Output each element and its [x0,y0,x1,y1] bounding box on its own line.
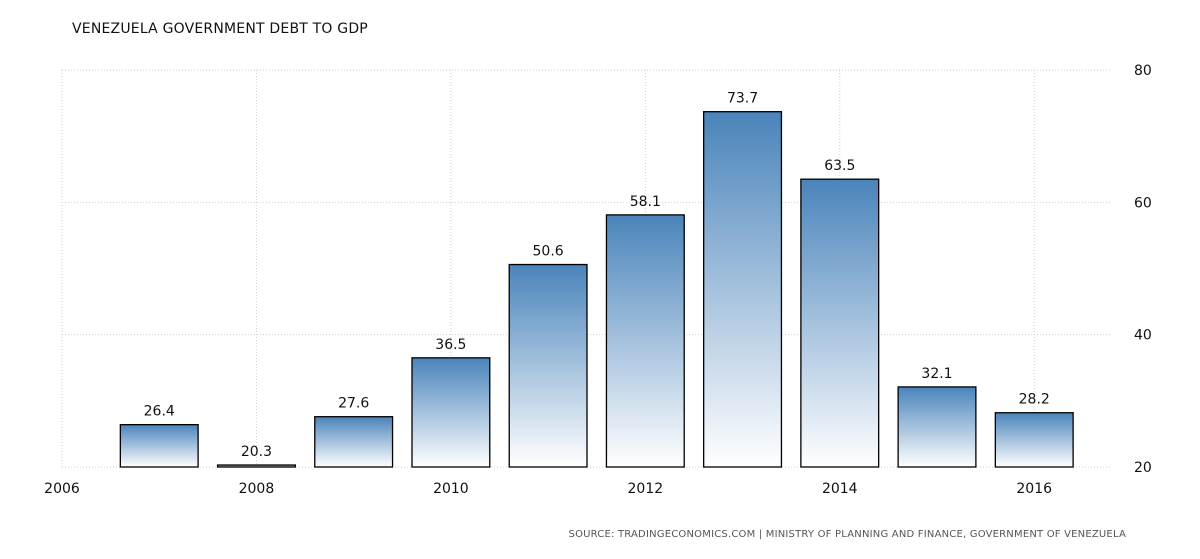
y-tick-label: 80 [1134,63,1152,79]
data-label-2011: 50.6 [533,244,564,260]
bar-2016 [994,412,1074,468]
y-tick-label: 20 [1134,460,1152,476]
bar-2007 [119,424,199,468]
x-tick-label: 2010 [433,481,469,497]
data-label-2010: 36.5 [435,337,466,353]
bar-2014 [800,178,880,468]
x-tick-label: 2012 [628,481,664,497]
x-axis-ticks: 2006 2008 2010 2012 2014 2016 [44,481,1052,497]
data-label-2013: 73.7 [727,91,758,107]
x-tick-label: 2006 [44,481,80,497]
data-labels: 26.4 20.3 27.6 36.5 50.6 58.1 73.7 63.5 32.1 28.2 [144,91,1050,460]
x-tick-label: 2016 [1016,481,1052,497]
y-tick-label: 60 [1134,195,1152,211]
bars [119,111,1074,468]
bar-2011 [508,263,588,468]
x-tick-label: 2014 [822,481,858,497]
bar-2009 [314,416,394,468]
data-label-2007: 26.4 [144,404,175,420]
bar-2012 [605,214,685,468]
data-label-2009: 27.6 [338,396,369,412]
bar-2008 [216,464,296,468]
bar-2010 [411,357,491,468]
data-label-2014: 63.5 [824,158,855,174]
source-note: SOURCE: TRADINGECONOMICS.COM | MINISTRY … [568,529,1126,540]
y-axis-ticks: 20 40 60 80 [1134,63,1152,476]
y-tick-label: 40 [1134,328,1152,344]
bar-2015 [897,386,977,468]
chart-title: VENEZUELA GOVERNMENT DEBT TO GDP [72,21,368,37]
data-label-2015: 32.1 [921,366,952,382]
data-label-2012: 58.1 [630,194,661,210]
data-label-2008: 20.3 [241,444,272,460]
bar-2013 [703,111,783,468]
data-label-2016: 28.2 [1019,392,1050,408]
x-tick-label: 2008 [239,481,275,497]
